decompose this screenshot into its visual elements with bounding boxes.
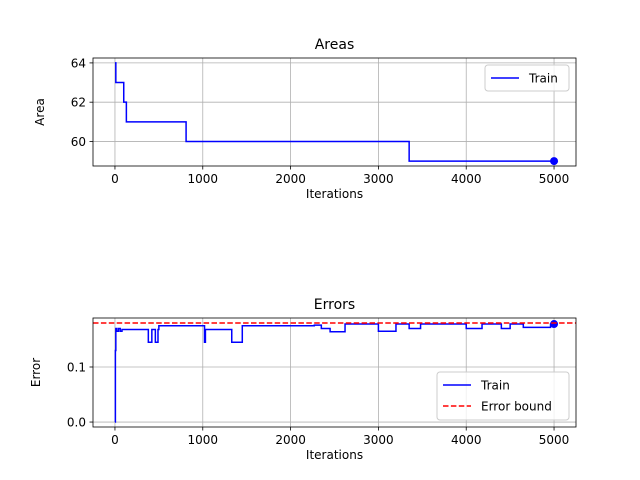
legend-box xyxy=(436,371,570,421)
x-tick-label: 0 xyxy=(111,433,119,447)
series-line-train xyxy=(114,323,555,423)
x-tick-label: 0 xyxy=(111,172,119,186)
series-line-train xyxy=(114,62,555,162)
axes-frame xyxy=(92,317,577,428)
y-tick-label: 64 xyxy=(71,56,86,70)
y-axis-label: Error xyxy=(29,358,43,387)
y-tick-label: 0.0 xyxy=(67,416,86,430)
x-tick-label: 1000 xyxy=(187,172,218,186)
y-tick-label: 60 xyxy=(71,135,86,149)
end-point-marker xyxy=(550,320,559,329)
x-tick-label: 4000 xyxy=(451,433,482,447)
x-tick-label: 5000 xyxy=(539,172,570,186)
legend: Train Error bound xyxy=(436,371,570,421)
x-tick-label: 2000 xyxy=(275,172,306,186)
chart-title: Areas xyxy=(315,37,355,53)
end-point-marker xyxy=(550,157,559,166)
x-tick-label: 1000 xyxy=(187,433,218,447)
y-tick-label: 62 xyxy=(71,96,86,110)
x-tick-label: 4000 xyxy=(451,172,482,186)
errors-chart: 0 1000 2000 3000 4000 5000 0.0 0.1 Errors Iterati… xyxy=(29,297,577,462)
x-tick-label: 3000 xyxy=(363,172,394,186)
axes-frame xyxy=(92,57,577,167)
areas-chart: 0 1000 2000 3000 4000 5000 60 62 64 Areas Iteratio… xyxy=(33,37,577,201)
x-tick-label: 2000 xyxy=(275,433,306,447)
legend-box xyxy=(484,64,570,92)
x-axis-label: Iterations xyxy=(306,187,363,201)
legend-label: Train xyxy=(528,72,558,86)
legend-label: Train xyxy=(480,379,510,393)
y-axis-label: Area xyxy=(33,98,47,126)
x-axis-label: Iterations xyxy=(306,448,363,462)
x-tick-label: 3000 xyxy=(363,433,394,447)
chart-title: Errors xyxy=(314,297,355,313)
legend: Train xyxy=(484,64,570,92)
x-tick-label: 5000 xyxy=(539,433,570,447)
legend-label: Error bound xyxy=(481,400,552,414)
y-tick-label: 0.1 xyxy=(67,360,86,374)
